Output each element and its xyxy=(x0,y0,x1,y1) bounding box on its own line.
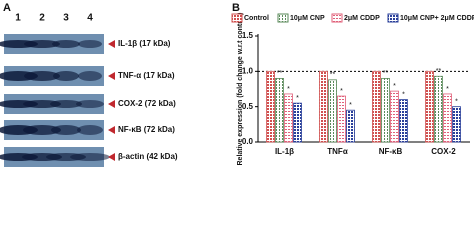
blot-label: COX-2 (72 kDa) xyxy=(118,99,176,108)
legend-swatch xyxy=(387,13,399,23)
bar xyxy=(293,102,302,143)
bar xyxy=(337,95,346,143)
significance: * xyxy=(349,102,352,109)
legend-label: 10μM CNP+ 2μM CDDP xyxy=(400,15,474,22)
band xyxy=(52,40,80,48)
bar xyxy=(266,70,275,143)
bar xyxy=(372,70,381,143)
legend-swatch xyxy=(277,13,289,23)
legend-swatch xyxy=(331,13,343,23)
arrow xyxy=(108,100,115,108)
legend-swatch xyxy=(231,13,243,23)
bar xyxy=(452,106,461,143)
bar xyxy=(275,78,284,143)
figure: A B 1 2 3 4 IL-1β (17 kDa) TNF-α (17 kDa) COX-… xyxy=(0,2,474,167)
blot-label: NF-κB (72 kDa) xyxy=(118,125,175,134)
lane-label: 2 xyxy=(39,13,45,24)
panel-label: B xyxy=(232,2,240,14)
band xyxy=(53,71,79,81)
band xyxy=(24,71,60,81)
band xyxy=(24,40,60,48)
legend-label: 10μM CNP xyxy=(290,15,325,22)
y-tick-label: 1.5 xyxy=(242,31,254,40)
arrow xyxy=(108,153,115,161)
band xyxy=(50,100,82,108)
y-axis-label: Relative expression (fold change w.r.t c… xyxy=(237,13,244,166)
significance: * xyxy=(393,83,396,90)
band xyxy=(23,125,61,135)
x-tick-label: TNFα xyxy=(327,147,348,156)
bar xyxy=(328,79,337,143)
significance: * xyxy=(287,86,290,93)
bar xyxy=(319,70,328,143)
x-tick-label: COX-2 xyxy=(431,147,456,156)
significance: * xyxy=(402,91,405,98)
significance: * xyxy=(446,86,449,93)
arrow xyxy=(108,72,115,80)
bar xyxy=(443,93,452,143)
lane-label: 4 xyxy=(87,13,93,24)
x-tick-label: IL-1β xyxy=(275,147,294,156)
significance: ** xyxy=(330,72,336,79)
significance: * xyxy=(340,88,343,95)
panel-label: A xyxy=(3,2,11,14)
significance: ** xyxy=(436,68,442,75)
blot-label: IL-1β (17 kDa) xyxy=(118,39,171,48)
significance: * xyxy=(296,95,299,102)
bar xyxy=(434,75,443,143)
band xyxy=(76,100,104,108)
legend-label: Control xyxy=(244,15,269,22)
lane-label: 3 xyxy=(63,13,69,24)
y-tick-label: 1.0 xyxy=(242,66,254,75)
x-tick-label: NF-κB xyxy=(379,147,403,156)
significance: ** xyxy=(277,70,283,77)
bar xyxy=(399,99,408,143)
legend-label: 2μM CDDP xyxy=(344,15,380,22)
blot-label: TNF-α (17 kDa) xyxy=(118,71,175,80)
band xyxy=(51,125,81,135)
arrow xyxy=(108,40,115,48)
bar xyxy=(346,109,355,143)
y-tick-label: 0.0 xyxy=(242,137,254,146)
lane-label: 1 xyxy=(15,13,21,24)
bar xyxy=(390,90,399,143)
band xyxy=(77,125,103,135)
bar xyxy=(381,78,390,143)
band xyxy=(78,71,102,81)
y-tick-label: 0.5 xyxy=(242,102,254,111)
band xyxy=(23,100,61,108)
arrow xyxy=(108,126,115,134)
band xyxy=(70,153,110,161)
band xyxy=(78,40,102,48)
significance: * xyxy=(455,99,458,106)
bar xyxy=(284,93,293,143)
panel-a: A xyxy=(3,2,11,14)
blot-label: β-actin (42 kDa) xyxy=(118,152,178,161)
bar xyxy=(425,70,434,143)
significance: ** xyxy=(383,70,389,77)
